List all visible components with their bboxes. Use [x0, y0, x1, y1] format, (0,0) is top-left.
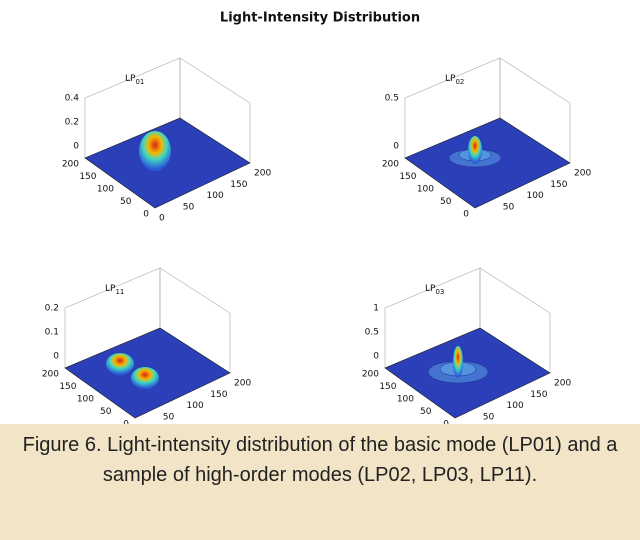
mode-subscript: 11: [115, 288, 124, 296]
z-tick-label: 0.4: [65, 94, 80, 104]
axis-tick-label: 50: [503, 202, 515, 212]
mode-name: LP: [425, 284, 436, 294]
axis-tick-label: 100: [507, 401, 524, 411]
z-tick-label: 0.2: [65, 118, 79, 128]
z-tick-label: 0: [393, 142, 399, 152]
axis-tick-label: 200: [382, 160, 399, 170]
z-tick-label: 0.5: [365, 328, 379, 338]
axis-tick-label: 50: [483, 412, 495, 422]
mode-label: LP02: [445, 74, 464, 87]
mode-label: LP11: [105, 284, 124, 297]
z-tick-label: 0.5: [385, 94, 399, 104]
axis-tick-label: 0: [123, 420, 129, 425]
axis-tick-label: 150: [59, 382, 76, 392]
axis-tick-label: 0: [463, 210, 469, 220]
axis-tick-label: 150: [230, 180, 247, 190]
axis-tick-label: 150: [79, 172, 96, 182]
mode-name: LP: [105, 284, 116, 294]
mode-subscript: 01: [135, 78, 144, 86]
z-tick-label: 1: [373, 304, 379, 314]
axis-tick-label: 100: [77, 395, 94, 405]
caption: Figure 6. Light-intensity distribution o…: [0, 424, 640, 540]
axis-tick-label: 0: [143, 210, 149, 220]
mode-subscript: 03: [435, 288, 444, 296]
intensity-peak: [106, 353, 134, 375]
intensity-peak: [468, 136, 482, 164]
z-tick-label: 0: [373, 352, 379, 362]
axis-tick-label: 150: [550, 180, 567, 190]
axis-tick-label: 150: [530, 390, 547, 400]
intensity-peak: [131, 367, 159, 389]
mode-name: LP: [445, 74, 456, 84]
z-tick-label: 0.1: [45, 328, 59, 338]
axis-tick-label: 200: [362, 370, 379, 380]
axis-tick-label: 50: [440, 197, 452, 207]
z-tick-label: 0: [53, 352, 59, 362]
axis-tick-label: 0: [459, 424, 465, 425]
axis-tick-label: 200: [234, 379, 251, 389]
axis-tick-label: 100: [187, 401, 204, 411]
axis-tick-label: 50: [120, 197, 132, 207]
axis-tick-label: 200: [254, 169, 271, 179]
intensity-peak: [453, 346, 463, 378]
mode-plot: LP0320015010050005010015020010.50: [362, 267, 571, 425]
z-tick-label: 0: [73, 142, 79, 152]
axis-tick-label: 150: [379, 382, 396, 392]
z-tick-label: 0.2: [45, 304, 59, 314]
axis-tick-label: 200: [554, 379, 571, 389]
axis-tick-label: 50: [420, 407, 432, 417]
axis-tick-label: 150: [210, 390, 227, 400]
axis-tick-label: 150: [399, 172, 416, 182]
axis-tick-label: 0: [139, 424, 145, 425]
axis-tick-label: 200: [42, 370, 59, 380]
axis-tick-label: 100: [527, 191, 544, 201]
plots: Light-Intensity Distribution LP012001501…: [42, 11, 592, 425]
intensity-peak: [139, 131, 171, 171]
mode-label: LP03: [425, 284, 444, 297]
figure-title: Light-Intensity Distribution: [220, 11, 420, 26]
axis-tick-label: 100: [417, 185, 434, 195]
axis-tick-label: 200: [574, 169, 591, 179]
axis-tick-label: 50: [183, 202, 195, 212]
axis-tick-label: 100: [207, 191, 224, 201]
mode-plot: LP112001501005000501001502000.20.10: [42, 267, 251, 425]
axis-tick-label: 50: [163, 412, 175, 422]
axis-tick-label: 100: [97, 185, 114, 195]
axis-tick-label: 0: [159, 214, 165, 224]
mode-name: LP: [125, 74, 136, 84]
mode-label: LP01: [125, 74, 144, 87]
axis-tick-label: 50: [100, 407, 112, 417]
axis-tick-label: 200: [62, 160, 79, 170]
axis-tick-label: 0: [443, 420, 449, 425]
mode-subscript: 02: [455, 78, 464, 86]
axis-tick-label: 100: [397, 395, 414, 405]
